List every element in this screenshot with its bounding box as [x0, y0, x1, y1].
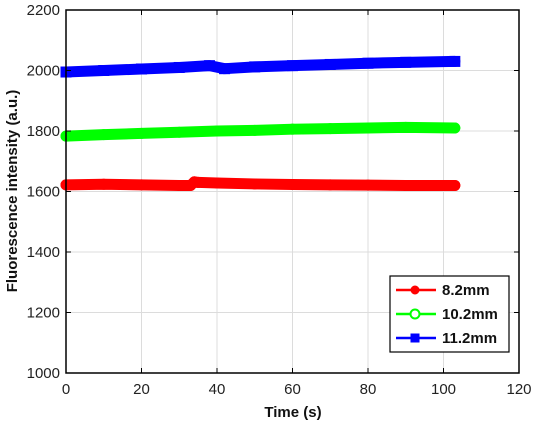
data-point	[173, 126, 185, 138]
x-tick-label: 120	[506, 381, 531, 398]
data-point	[287, 60, 298, 72]
data-point	[400, 121, 412, 133]
legend-marker-square	[410, 333, 420, 343]
legend-entry: 11.2mm	[396, 330, 497, 347]
data-point	[324, 58, 336, 70]
data-point	[211, 177, 223, 189]
series-band	[60, 176, 461, 191]
ticks	[65, 9, 520, 374]
data-point	[136, 179, 147, 191]
legend-entry: 10.2mm	[396, 306, 498, 323]
data-point	[324, 179, 336, 191]
data-point	[362, 179, 374, 191]
data-point	[324, 123, 336, 135]
data-point	[173, 61, 185, 73]
legend-label: 10.2mm	[442, 306, 498, 323]
data-point	[249, 61, 261, 73]
y-axis-label: Fluorescence intensity (a.u.)	[4, 90, 21, 293]
series-10.2mm	[60, 121, 461, 142]
data-point	[362, 57, 374, 69]
data-point	[400, 56, 412, 68]
x-tick-label: 100	[431, 381, 456, 398]
series-band	[60, 55, 461, 78]
x-tick-label: 20	[133, 381, 150, 398]
data-point	[219, 63, 231, 75]
data-point	[173, 179, 185, 191]
x-tick-labels: 0 20 40 60 80 100 120	[62, 381, 532, 398]
x-tick-label: 0	[62, 381, 70, 398]
legend: 8.2mm 10.2mm 11.2mm	[389, 275, 510, 353]
legend-label: 11.2mm	[442, 330, 497, 347]
y-tick-label: 1600	[27, 184, 60, 201]
data-point	[400, 179, 412, 191]
data-point	[192, 176, 204, 188]
series-8.2mm	[60, 176, 461, 191]
x-tick-label: 40	[209, 381, 226, 398]
x-tick-label: 60	[284, 381, 301, 398]
legend-marker-circle	[409, 308, 421, 320]
y-tick-label: 1800	[27, 123, 60, 140]
y-tick-labels: 1000 1200 1400 1600 1800 2000 2200	[27, 2, 60, 382]
x-axis-label: Time (s)	[264, 404, 321, 421]
data-point	[249, 178, 261, 190]
data-point	[287, 179, 298, 191]
series-layer	[60, 55, 461, 191]
data-point	[98, 178, 110, 190]
y-tick-label: 2000	[27, 63, 60, 80]
y-tick-label: 2200	[27, 2, 60, 19]
x-tick-label: 80	[360, 381, 377, 398]
data-point	[98, 65, 110, 76]
y-tick-label: 1000	[27, 365, 60, 382]
data-point	[98, 129, 110, 141]
data-point	[136, 127, 147, 139]
data-point	[449, 55, 461, 67]
data-point	[136, 63, 147, 75]
data-point	[449, 179, 461, 191]
y-tick-label: 1400	[27, 244, 60, 261]
legend-label: 8.2mm	[442, 282, 490, 299]
data-point	[287, 123, 298, 135]
legend-entry: 8.2mm	[396, 282, 490, 299]
legend-marker-circle	[410, 285, 420, 295]
data-point	[211, 125, 223, 137]
y-tick-label: 1200	[27, 305, 60, 322]
data-point	[362, 122, 374, 134]
data-point	[203, 60, 215, 72]
data-point	[249, 124, 261, 136]
data-point	[449, 122, 461, 134]
legend-entries: 8.2mm 10.2mm 11.2mm	[396, 282, 498, 347]
